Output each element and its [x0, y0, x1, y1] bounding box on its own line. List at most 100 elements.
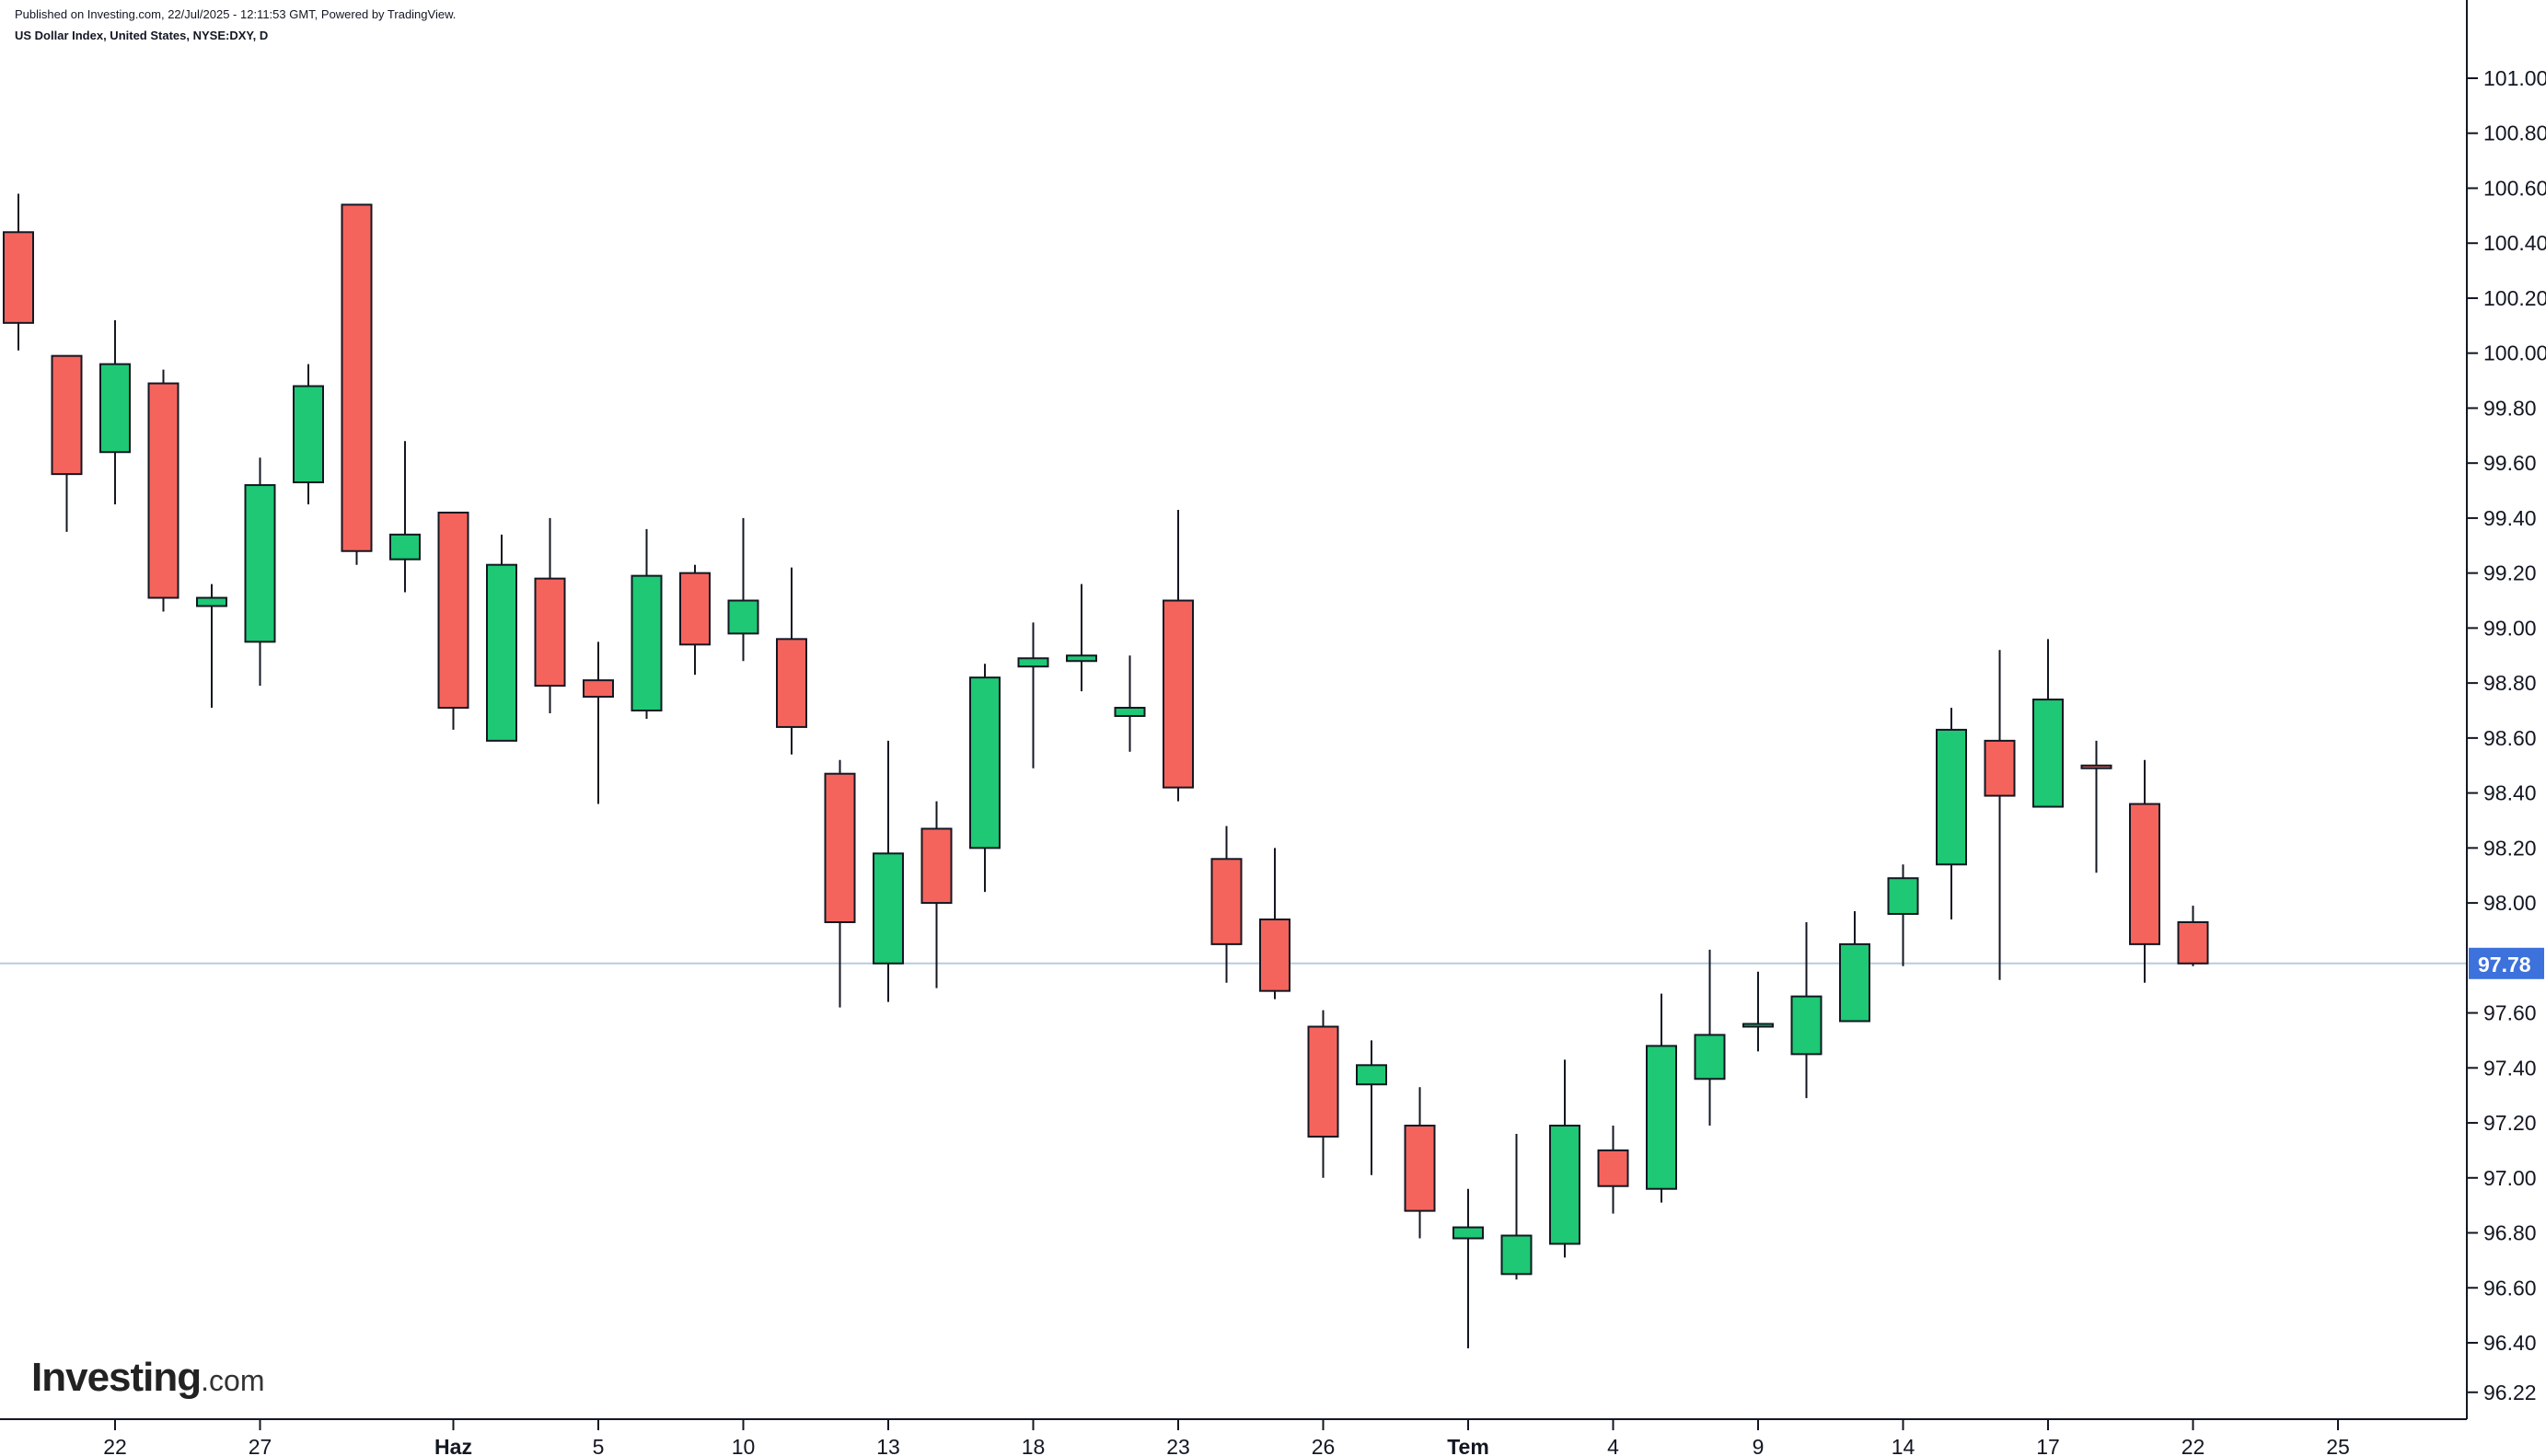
x-tick-label: 14	[1892, 1435, 1915, 1456]
candle	[1066, 584, 1097, 692]
candle	[1936, 708, 1967, 920]
last-price-tag: 97.78	[2469, 947, 2544, 979]
candle-body	[1356, 1064, 1387, 1086]
y-tick-label: 97.20	[2483, 1111, 2537, 1135]
candle-body	[1839, 942, 1870, 1023]
candle	[920, 801, 953, 988]
candle	[1163, 509, 1194, 802]
candle-body	[679, 572, 711, 646]
candle	[99, 319, 131, 504]
y-tick-label: 101.00	[2483, 66, 2546, 90]
candle	[1017, 622, 1049, 768]
x-tick-label: Haz	[434, 1435, 472, 1456]
y-tick-label: 100.00	[2483, 341, 2546, 365]
candle	[147, 369, 179, 612]
candle	[1646, 993, 1677, 1203]
candle-body	[341, 203, 373, 552]
x-tick-label: 10	[732, 1435, 756, 1456]
candle	[1984, 650, 2016, 980]
published-note: Published on Investing.com, 22/Jul/2025 …	[15, 7, 457, 21]
candle-body	[631, 574, 663, 712]
candle	[2129, 759, 2160, 983]
candle	[534, 517, 566, 713]
candle-body	[1259, 919, 1290, 992]
candle-body	[3, 231, 34, 324]
candle	[293, 364, 324, 504]
candle-body	[2177, 920, 2209, 965]
x-tick-label: 22	[103, 1435, 127, 1456]
candle-body	[99, 363, 131, 454]
candle-body	[196, 596, 227, 607]
candle-body	[1549, 1125, 1580, 1245]
candle	[486, 534, 517, 742]
x-tick-label: 25	[2326, 1435, 2350, 1456]
candle	[2080, 740, 2112, 873]
y-tick-label: 100.40	[2483, 231, 2546, 255]
y-tick-label: 99.00	[2483, 616, 2537, 640]
candle	[1597, 1126, 1629, 1214]
candle-body	[1307, 1025, 1339, 1138]
y-tick-label: 96.40	[2483, 1331, 2537, 1355]
y-tick-label: 98.20	[2483, 836, 2537, 860]
candle-body	[1887, 877, 1919, 916]
candle-body	[1066, 654, 1097, 663]
candle	[341, 203, 373, 565]
candle	[1114, 655, 1146, 752]
y-tick-label: 100.80	[2483, 121, 2546, 145]
candle-body	[969, 676, 1001, 849]
candle	[1356, 1040, 1387, 1175]
candle-body	[583, 679, 614, 699]
candle-body	[293, 385, 324, 484]
candle	[1259, 848, 1290, 1000]
candle-body	[147, 382, 179, 599]
candle-body	[1452, 1226, 1484, 1240]
y-tick-label: 96.80	[2483, 1221, 2537, 1245]
candle	[1500, 1133, 1533, 1280]
candle	[969, 664, 1001, 893]
candle	[1839, 911, 1870, 1023]
candle-body	[389, 533, 421, 560]
x-tick-label: 13	[876, 1435, 900, 1456]
candles-layer	[3, 193, 2209, 1348]
x-tick-label: 9	[1753, 1435, 1765, 1456]
candle	[1887, 864, 1919, 966]
symbol-title: US Dollar Index, United States, NYSE:DXY…	[15, 29, 269, 42]
y-tick-label: 100.20	[2483, 286, 2546, 310]
candle	[196, 584, 227, 709]
candle	[1452, 1188, 1484, 1348]
candle-body	[1404, 1125, 1436, 1212]
candle	[2177, 906, 2209, 966]
logo-sub-text: .com	[201, 1364, 265, 1397]
candle	[1549, 1059, 1580, 1258]
y-tick-label: 98.00	[2483, 891, 2537, 915]
x-tick-label: 18	[1022, 1435, 1046, 1456]
y-tick-label: 97.40	[2483, 1056, 2537, 1080]
candle-body	[1790, 995, 1823, 1056]
candle	[437, 511, 469, 730]
candle-body	[1210, 858, 1243, 945]
last-price-tag-label: 97.78	[2478, 953, 2531, 976]
x-tick-label: 22	[2181, 1435, 2205, 1456]
candle-body	[1597, 1149, 1629, 1187]
x-tick-label: 4	[1607, 1435, 1619, 1456]
candle-body	[486, 563, 517, 742]
candle-body	[1742, 1023, 1774, 1028]
candle	[389, 441, 421, 593]
y-tick-label: 97.00	[2483, 1166, 2537, 1190]
y-tick-label: 99.40	[2483, 506, 2537, 530]
candle	[3, 193, 34, 351]
candle	[244, 457, 276, 687]
investing-logo: Investing.com	[31, 1355, 265, 1401]
candle-body	[1500, 1234, 1533, 1276]
candle-body	[1646, 1045, 1677, 1190]
candle-body	[2080, 764, 2112, 769]
candle	[631, 528, 663, 719]
y-tick-label: 100.60	[2483, 176, 2546, 200]
candle-body	[51, 354, 83, 476]
y-tick-label: 96.22	[2483, 1381, 2537, 1404]
candle-body	[920, 827, 953, 905]
candle-body	[776, 638, 807, 728]
candle	[727, 517, 759, 662]
candle	[2032, 639, 2064, 808]
